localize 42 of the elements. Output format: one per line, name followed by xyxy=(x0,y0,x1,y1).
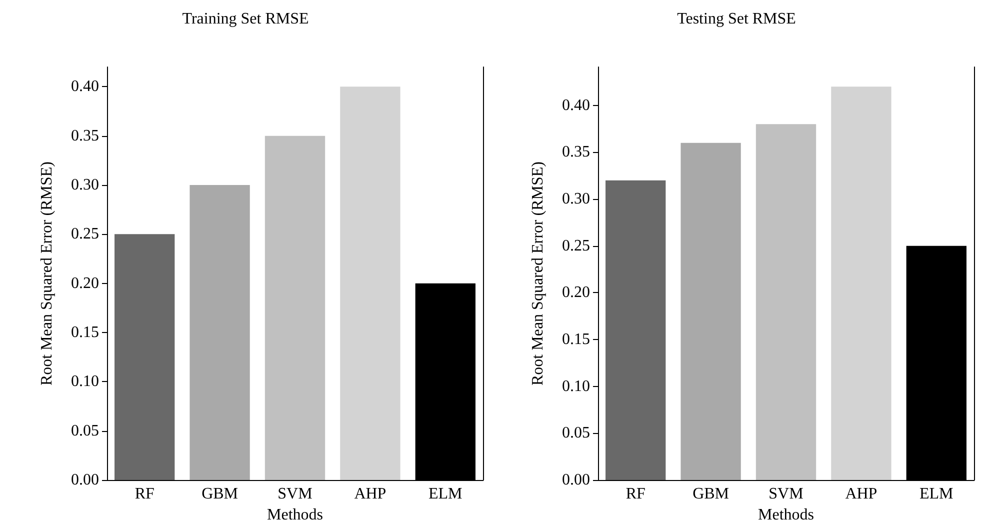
y-axis-title: Root Mean Squared Error (RMSE) xyxy=(530,162,546,386)
y-tick-label: 0.15 xyxy=(562,331,590,348)
y-tick-label: 0.20 xyxy=(562,284,590,302)
bar xyxy=(831,86,892,480)
y-tick-label: 0.10 xyxy=(562,378,590,395)
bar xyxy=(756,124,816,480)
x-axis-title: Methods xyxy=(267,506,323,524)
y-tick-label: 0.25 xyxy=(562,237,590,254)
y-axis-title: Root Mean Squared Error (RMSE) xyxy=(38,162,56,386)
y-tick-label: 0.00 xyxy=(71,472,99,488)
y-tick-label: 0.30 xyxy=(71,176,99,194)
y-tick-label: 0.05 xyxy=(71,422,99,440)
y-tick-label: 0.35 xyxy=(562,144,590,161)
chart-title: Training Set RMSE xyxy=(182,10,309,28)
y-tick-label: 0.40 xyxy=(562,96,590,114)
y-tick-label: 0.25 xyxy=(71,226,99,243)
y-tick-label: 0.20 xyxy=(71,274,99,292)
y-tick-label: 0.00 xyxy=(562,472,590,488)
x-axis-title: Methods xyxy=(758,506,814,524)
x-tick-label: AHP xyxy=(845,486,878,502)
bar xyxy=(606,180,666,480)
bar xyxy=(264,136,326,480)
x-tick-label: RF xyxy=(626,486,646,502)
x-tick-label: SVM xyxy=(768,486,804,502)
chart-title: Testing Set RMSE xyxy=(677,10,796,28)
bar xyxy=(680,142,741,480)
bar xyxy=(190,185,250,480)
x-tick-label: SVM xyxy=(278,486,312,502)
x-tick-label: GBM xyxy=(202,486,238,502)
x-tick-label: AHP xyxy=(354,486,386,502)
y-tick-label: 0.15 xyxy=(71,324,99,341)
x-tick-label: ELM xyxy=(428,486,462,502)
x-tick-label: RF xyxy=(134,486,154,502)
bar xyxy=(340,86,400,480)
y-tick-label: 0.10 xyxy=(71,373,99,390)
bar xyxy=(114,234,175,480)
x-tick-label: GBM xyxy=(692,486,730,502)
y-tick-label: 0.40 xyxy=(71,78,99,96)
y-tick-label: 0.05 xyxy=(562,424,590,442)
x-tick-label: ELM xyxy=(920,486,954,502)
y-tick-label: 0.35 xyxy=(71,127,99,144)
y-tick-label: 0.30 xyxy=(562,190,590,208)
